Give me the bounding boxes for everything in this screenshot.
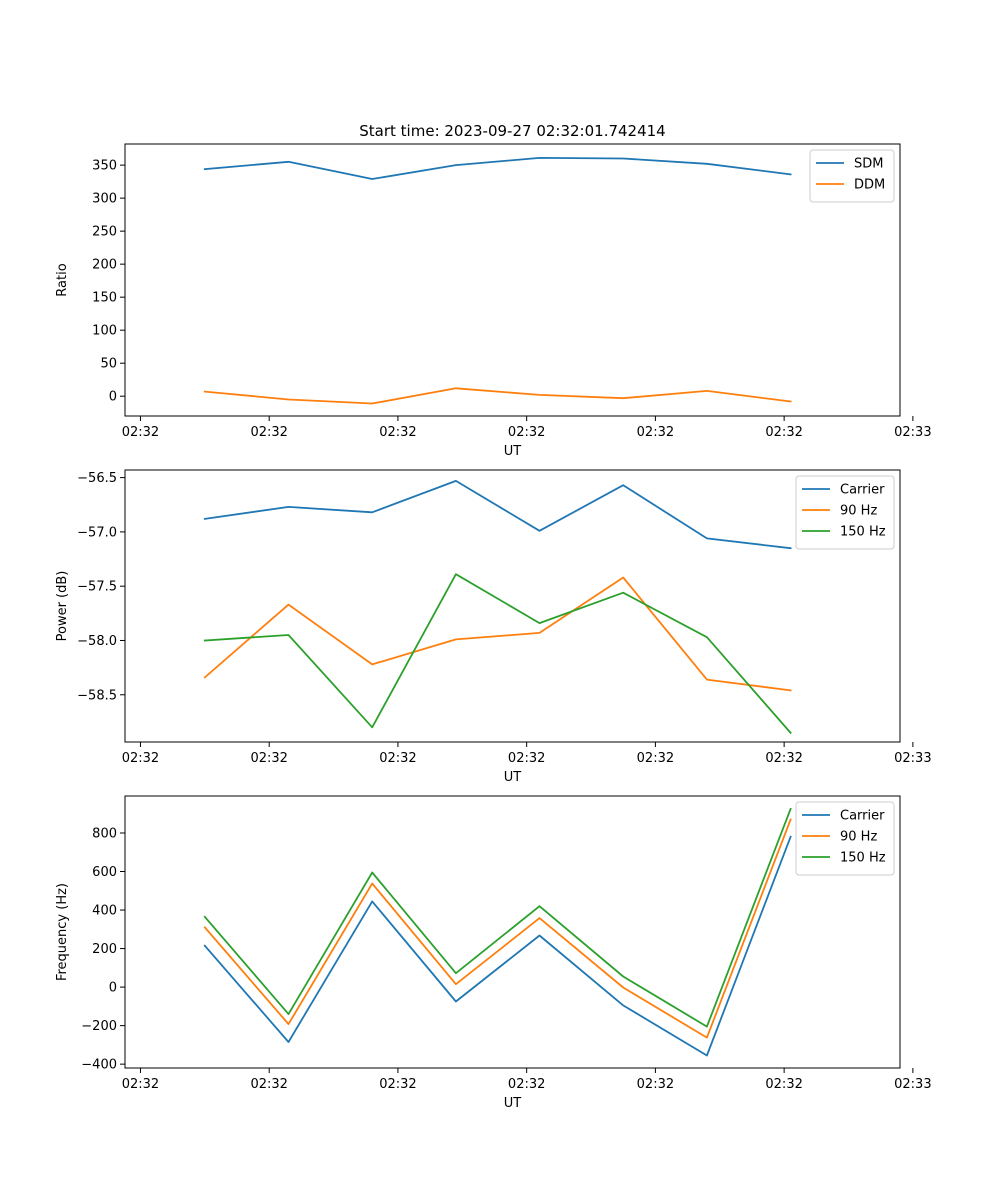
power-xtick-label: 02:32 [508,751,545,766]
ratio-xtick-label: 02:32 [379,425,416,440]
frequency-ytick-label: 200 [92,942,117,957]
frequency-legend-label: Carrier [840,809,885,824]
ratio-xtick-label: 02:32 [122,425,159,440]
frequency-xtick-label: 02:32 [379,1077,416,1092]
ratio-x-axis-label: UT [504,444,522,459]
frequency-ytick-label: −200 [81,1019,117,1034]
ratio-ytick-label: 300 [92,192,117,207]
power-ytick-label: −58.5 [77,688,117,703]
power-xtick-label: 02:33 [894,751,931,766]
power-ytick-label: −57.5 [77,580,117,595]
power-axes-frame [124,469,901,743]
power-xtick-label: 02:32 [122,751,159,766]
ratio-legend-label: DDM [854,178,885,193]
power-x-axis-label: UT [504,770,522,785]
frequency-y-axis-label: Frequency (Hz) [55,883,70,981]
ratio-ytick-label: 100 [92,324,117,339]
ratio-ytick-label: 200 [92,258,117,273]
power-ytick-label: −57.0 [77,525,117,540]
frequency-legend-label: 150 Hz [840,851,886,866]
power-y-axis-label: Power (dB) [55,571,70,642]
ratio-series-ddm-line [203,387,792,405]
ratio-xtick-label: 02:32 [637,425,674,440]
frequency-legend-label: 90 Hz [840,830,877,845]
power-legend-label: Carrier [840,483,885,498]
frequency-xtick-label: 02:32 [637,1077,674,1092]
frequency-x-axis-label: UT [504,1096,522,1111]
ratio-ytick-label: 0 [109,390,117,405]
ratio-xtick-label: 02:32 [765,425,802,440]
frequency-xtick-label: 02:33 [894,1077,931,1092]
frequency-ytick-label: 600 [92,865,117,880]
power-xtick-label: 02:32 [379,751,416,766]
frequency-ytick-label: 0 [109,981,117,996]
power-ytick-label: −56.5 [77,471,117,486]
ratio-legend-label: SDM [854,157,883,172]
power-xtick-label: 02:32 [765,751,802,766]
frequency-series-150-hz-line [203,807,792,1028]
power-series-150-hz-line [203,573,792,735]
plot-power: −56.5 −57.0 −57.5 −58.0 −58.5 02:32 02:32 02:32… [55,469,932,785]
frequency-xtick-label: 02:32 [122,1077,159,1092]
power-series-carrier-line [203,479,792,550]
frequency-xtick-label: 02:32 [508,1077,545,1092]
frequency-ytick-label: 400 [92,904,117,919]
ratio-xtick-label: 02:33 [894,425,931,440]
power-legend-label: 150 Hz [840,525,886,540]
chart-title: Start time: 2023-09-27 02:32:01.742414 [359,122,665,140]
ratio-y-axis-label: Ratio [55,263,70,296]
power-ytick-label: −58.0 [77,634,117,649]
frequency-ytick-label: 800 [92,826,117,841]
power-legend-label: 90 Hz [840,504,877,519]
ratio-ytick-label: 350 [92,159,117,174]
power-series-90-hz-line [203,576,792,692]
power-xtick-label: 02:32 [637,751,674,766]
ratio-series-sdm-line [203,156,792,180]
frequency-series-carrier-line [203,835,792,1057]
ratio-ytick-label: 150 [92,291,117,306]
power-xtick-label: 02:32 [250,751,287,766]
ratio-axes-frame [124,143,901,417]
plot-ratio: Start time: 2023-09-27 02:32:01.742414 0 5… [55,122,932,459]
ratio-ytick-label: 50 [100,357,117,372]
ratio-xtick-label: 02:32 [508,425,545,440]
frequency-xtick-label: 02:32 [250,1077,287,1092]
ratio-xtick-label: 02:32 [250,425,287,440]
ratio-ytick-label: 250 [92,225,117,240]
frequency-axes-frame [124,795,901,1069]
plot-frequency: −400 −200 0 200 400 600 800 02:32 02:32 02:32 02:3… [55,795,932,1111]
frequency-series-90-hz-line [203,818,792,1039]
frequency-xtick-label: 02:32 [765,1077,802,1092]
frequency-ytick-label: −400 [81,1058,117,1073]
